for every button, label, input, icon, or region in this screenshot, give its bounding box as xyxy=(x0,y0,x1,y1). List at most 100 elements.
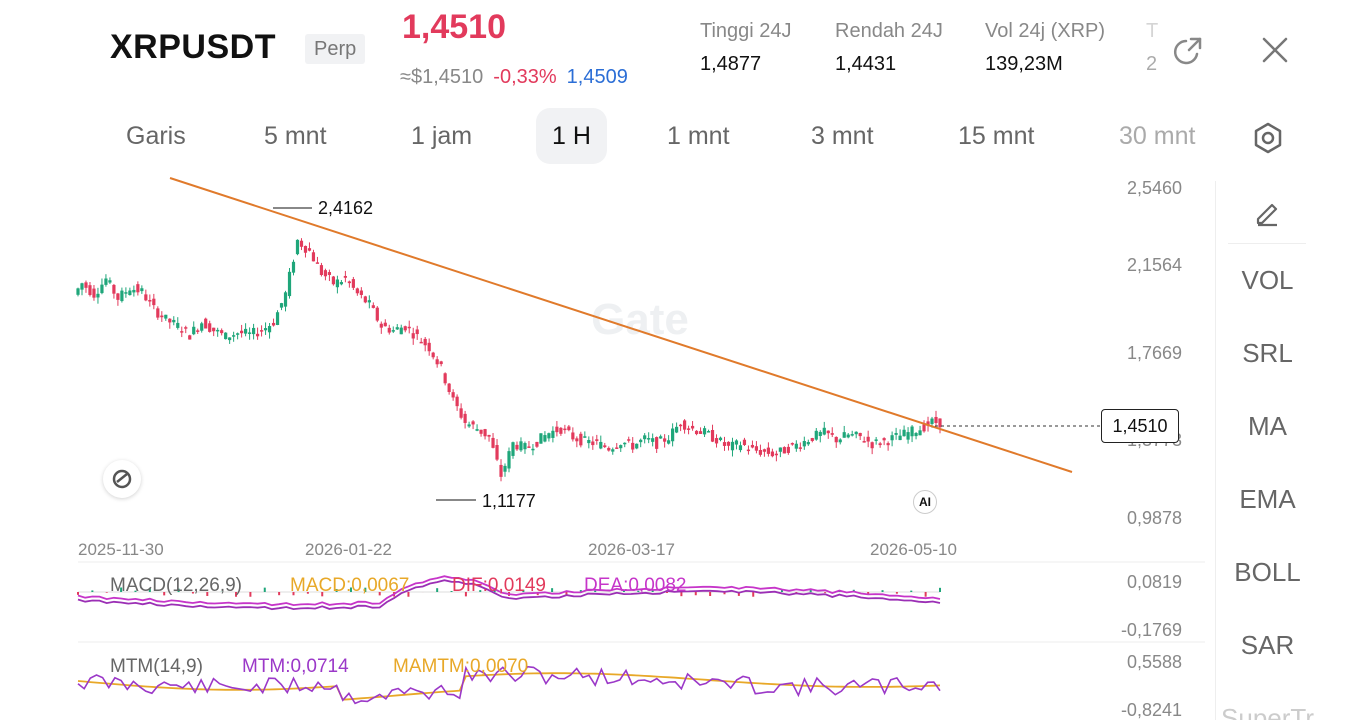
price-axis-label: 2,5460 xyxy=(1127,178,1182,198)
macd-histogram-bar xyxy=(895,592,898,594)
mtm-line xyxy=(77,665,941,705)
macd-axis-label: -0,1769 xyxy=(1121,620,1182,640)
indicator-srl[interactable]: SRL xyxy=(1242,338,1293,368)
macd-histogram-bar xyxy=(479,590,482,592)
tab-30m[interactable]: 30 mnt xyxy=(1119,122,1196,150)
candle-body xyxy=(259,330,264,332)
candle-body xyxy=(379,323,383,328)
candle-body xyxy=(635,443,639,449)
candle-body xyxy=(527,446,531,448)
candle-body xyxy=(355,288,359,294)
candle-body xyxy=(790,443,794,445)
indicator-ema[interactable]: EMA xyxy=(1239,484,1296,514)
candle-body xyxy=(311,252,316,262)
candle-body xyxy=(619,445,623,449)
drawing-tools-button[interactable] xyxy=(103,460,141,498)
indicator-sar[interactable]: SAR xyxy=(1240,630,1295,660)
candle-body xyxy=(886,443,890,446)
candle-body xyxy=(758,450,763,455)
pencil-icon[interactable] xyxy=(1252,197,1282,227)
candle-body xyxy=(539,433,543,444)
candle-body xyxy=(483,429,487,437)
candle-body xyxy=(427,342,431,352)
settings-icon[interactable] xyxy=(1250,120,1286,156)
candle-body xyxy=(208,323,212,332)
candle-body xyxy=(271,322,276,326)
macd-histogram-bar xyxy=(306,592,309,594)
candle-body xyxy=(906,432,910,440)
indicator-boll[interactable]: BOLL xyxy=(1234,557,1301,587)
candle-body xyxy=(842,432,846,438)
candle-body xyxy=(212,327,216,332)
candle-body xyxy=(810,438,814,442)
stat-label: Rendah 24J xyxy=(835,20,943,42)
tab-1m[interactable]: 1 mnt xyxy=(667,122,730,150)
stat-high-24h: Tinggi 24J 1,4877 xyxy=(700,20,792,76)
candle-body xyxy=(830,433,834,435)
candle-body xyxy=(503,465,507,472)
candle-body xyxy=(850,434,854,436)
symbol-title[interactable]: XRPUSDT xyxy=(110,28,276,66)
candle-body xyxy=(898,435,902,441)
mark-price: 1,4509 xyxy=(566,66,628,88)
candle-body xyxy=(335,279,339,288)
tab-3m[interactable]: 3 mnt xyxy=(811,122,874,150)
macd-histogram-bar xyxy=(235,592,238,597)
tab-15m[interactable]: 15 mnt xyxy=(958,122,1035,150)
candle-body xyxy=(176,322,180,328)
stat-value: 1,4877 xyxy=(700,53,762,75)
candle-body xyxy=(818,431,822,437)
macd-histogram-bar xyxy=(737,592,740,596)
candle-body xyxy=(930,418,934,424)
candle-body xyxy=(307,248,312,251)
candle-body xyxy=(224,332,228,340)
indicator-sidebar: VOL SRL MA EMA BOLL SAR SuperTr xyxy=(1215,181,1318,720)
indicator-supertrend[interactable]: SuperTr xyxy=(1221,703,1314,720)
candle-body xyxy=(754,446,759,451)
candle-body xyxy=(523,443,527,450)
candle-body xyxy=(367,300,371,303)
indicator-vol[interactable]: VOL xyxy=(1241,265,1294,295)
macd-histogram-bar xyxy=(263,587,266,592)
candle-body xyxy=(826,430,830,434)
timeframe-tabs: Garis 5 mnt 1 jam 1 H 1 mnt 3 mnt 15 mnt… xyxy=(0,108,1371,166)
candle-body xyxy=(499,464,503,477)
tab-1h[interactable]: 1 jam xyxy=(411,122,473,150)
candle-body xyxy=(251,327,256,335)
mamtm-value: MAMTM:0,0070 xyxy=(393,656,528,677)
macd-histogram-bar xyxy=(191,592,194,594)
macd-histogram-bar xyxy=(407,592,410,597)
candle-body xyxy=(84,282,88,288)
candle-body xyxy=(315,262,320,264)
share-icon[interactable] xyxy=(1173,33,1207,67)
candle-body xyxy=(495,445,499,460)
ai-badge[interactable]: AI xyxy=(913,490,937,514)
candle-body xyxy=(76,288,80,295)
candle-body xyxy=(938,418,942,428)
tab-5m[interactable]: 5 mnt xyxy=(264,122,327,150)
candle-body xyxy=(615,447,619,449)
candle-body xyxy=(451,392,455,398)
high-marker-label: 2,4162 xyxy=(318,198,373,218)
macd-histogram-bar xyxy=(824,592,827,593)
macd-histogram-bar xyxy=(666,592,669,593)
tab-line[interactable]: Garis xyxy=(126,122,186,150)
candle-body xyxy=(543,435,547,442)
candle-body xyxy=(511,442,515,456)
macd-histogram-bar xyxy=(177,588,180,592)
candle-body xyxy=(88,285,92,295)
macd-histogram-bar xyxy=(637,590,640,592)
candle-body xyxy=(431,352,435,358)
candle-body xyxy=(806,442,810,445)
macd-dea-value: DEA:0,0082 xyxy=(584,575,686,596)
indicator-ma[interactable]: MA xyxy=(1248,411,1287,441)
tab-1d[interactable]: 1 H xyxy=(536,108,607,164)
candle-body xyxy=(571,432,575,440)
macd-histogram-bar xyxy=(924,592,927,597)
candle-body xyxy=(267,326,272,333)
candle-body xyxy=(439,361,443,365)
candle-body xyxy=(914,433,918,437)
close-icon[interactable] xyxy=(1258,33,1292,67)
macd-histogram-bar xyxy=(522,589,525,592)
